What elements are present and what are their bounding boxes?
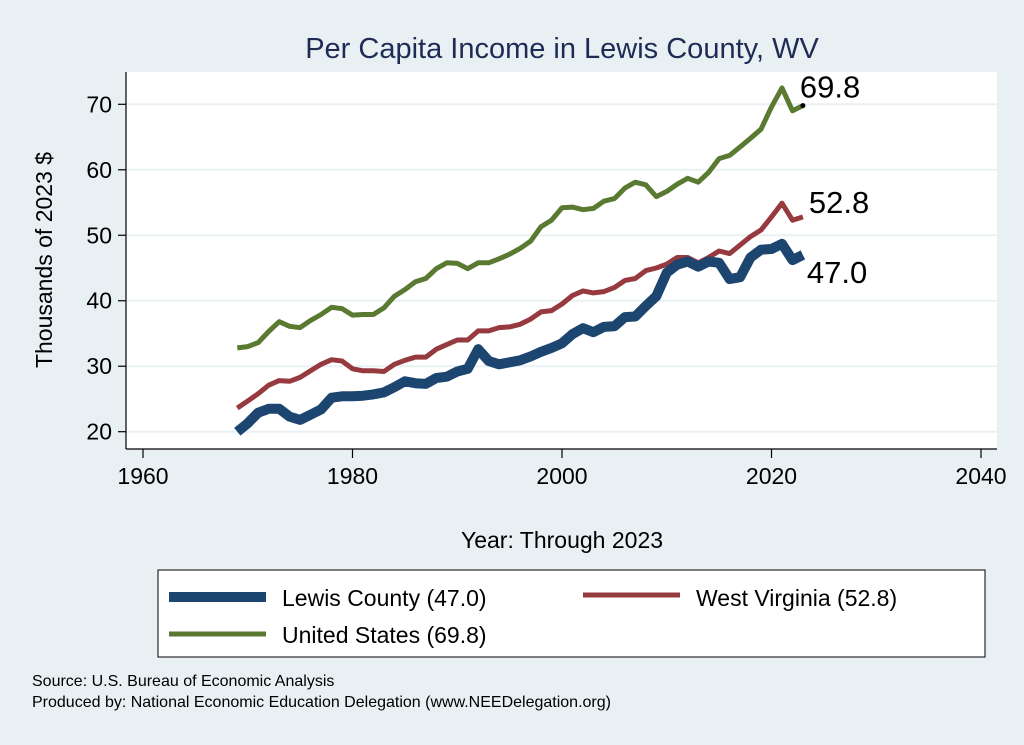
end-value-label: 47.0 bbox=[807, 255, 867, 290]
series-lines bbox=[234, 85, 806, 436]
end-marker bbox=[800, 103, 806, 109]
chart-title: Per Capita Income in Lewis County, WV bbox=[305, 33, 819, 65]
legend-label: United States (69.8) bbox=[282, 622, 487, 648]
x-axis-label: Year: Through 2023 bbox=[461, 527, 663, 553]
y-tick-label: 60 bbox=[86, 157, 112, 183]
x-tick-label: 1960 bbox=[117, 463, 168, 489]
y-axis-label: Thousands of 2023 $ bbox=[31, 152, 57, 368]
y-ticks: 20 30 40 50 60 70 bbox=[86, 91, 126, 445]
legend-item-west-virginia: West Virginia (52.8) bbox=[583, 585, 897, 611]
end-value-label: 69.8 bbox=[800, 70, 860, 105]
y-tick-label: 40 bbox=[86, 288, 112, 314]
legend-item-lewis-county: Lewis County (47.0) bbox=[169, 585, 487, 611]
source-note: Source: U.S. Bureau of Economic Analysis bbox=[32, 673, 334, 690]
x-tick-label: 1980 bbox=[327, 463, 378, 489]
end-value-label: 52.8 bbox=[809, 185, 869, 220]
y-tick-label: 20 bbox=[86, 419, 112, 445]
series-line-united-states bbox=[236, 85, 805, 351]
x-tick-label: 2000 bbox=[536, 463, 587, 489]
legend bbox=[157, 569, 986, 658]
x-tick-label: 2040 bbox=[955, 463, 1006, 489]
y-tick-label: 50 bbox=[86, 222, 112, 248]
producer-note: Produced by: National Economic Education… bbox=[32, 694, 611, 711]
legend-label: West Virginia (52.8) bbox=[696, 585, 897, 611]
x-tick-label: 2020 bbox=[746, 463, 797, 489]
y-tick-label: 30 bbox=[86, 353, 112, 379]
gridlines bbox=[127, 103, 997, 433]
legend-item-united-states: United States (69.8) bbox=[169, 622, 487, 648]
legend-label: Lewis County (47.0) bbox=[282, 585, 487, 611]
y-tick-label: 70 bbox=[86, 91, 112, 117]
series-line-lewis-county bbox=[234, 238, 806, 436]
x-ticks: 1960 1980 2000 2020 2040 bbox=[117, 449, 1007, 489]
end-labels: 69.8 52.8 47.0 bbox=[800, 70, 869, 290]
